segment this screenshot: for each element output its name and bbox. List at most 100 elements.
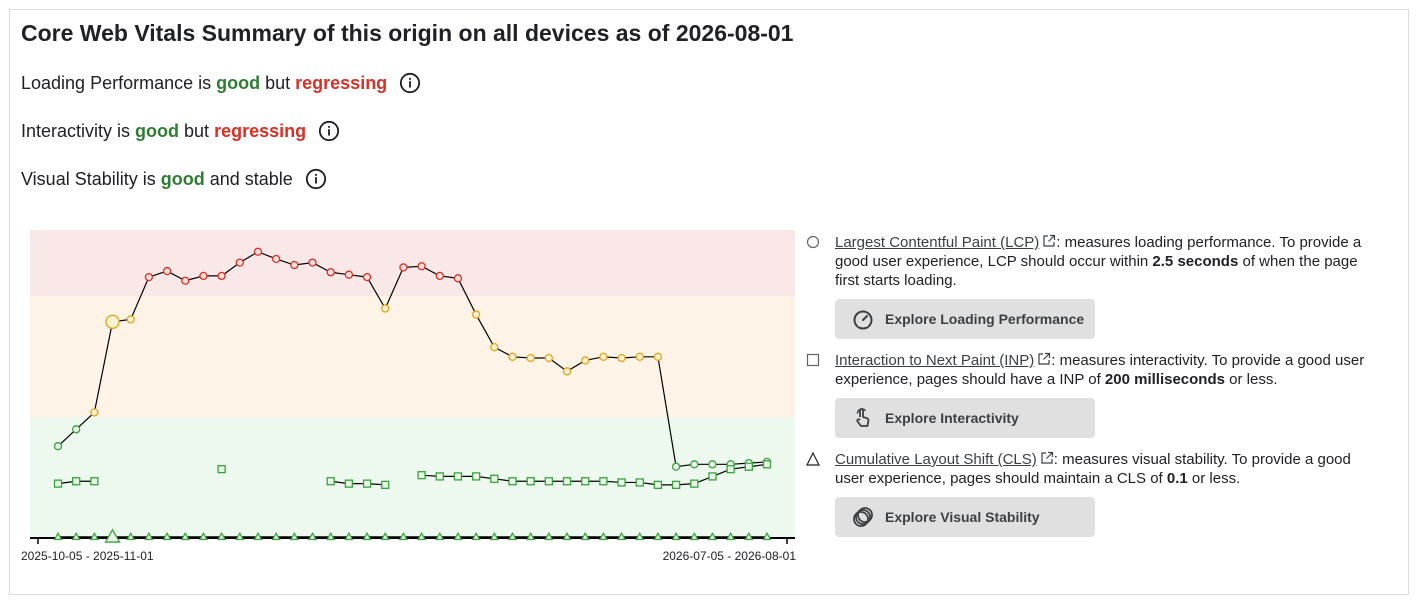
- cls-link[interactable]: Cumulative Layout Shift (CLS): [835, 451, 1037, 468]
- inp-point: [490, 474, 499, 483]
- cls-point: [71, 531, 81, 541]
- status-interactivity: Interactivity is good but regressing: [21, 120, 340, 142]
- inp-point: [217, 465, 226, 474]
- cls-point: [416, 531, 427, 541]
- inp-point: [508, 477, 517, 486]
- legend-text: Cumulative Layout Shift (CLS): measures …: [835, 450, 1380, 488]
- legend-desc-end: of when the page first starts loading.: [835, 253, 1358, 289]
- cls-point: [235, 531, 245, 541]
- lcp-point: [690, 460, 699, 469]
- page-title: Core Web Vitals Summary of this origin o…: [21, 20, 794, 46]
- lcp-point: [508, 352, 517, 361]
- inp-point: [744, 462, 753, 471]
- legend-desc-end: or less.: [1187, 470, 1241, 487]
- cls-point: [689, 531, 699, 541]
- lcp-point: [144, 272, 154, 282]
- lcp-point: [235, 258, 244, 267]
- inp-point: [690, 479, 699, 488]
- cwv-trend-chart: 2025-10-05 - 2025-11-01 2026-07-05 - 2026…: [21, 230, 797, 563]
- inp-point: [362, 479, 372, 488]
- cls-point: [707, 531, 718, 541]
- explore-visual-stability-button[interactable]: Explore Visual Stability: [835, 497, 1095, 537]
- lcp-point: [199, 271, 208, 281]
- cls-point: [653, 531, 663, 541]
- legend-text: Largest Contentful Paint (LCP): measures…: [835, 233, 1380, 290]
- lcp-point: [562, 367, 572, 376]
- inp-point: [726, 465, 735, 474]
- status-trend: regressing: [214, 120, 307, 141]
- cls-point: [180, 531, 190, 541]
- cls-point: [104, 528, 121, 543]
- status-loading: Loading Performance is good but regressi…: [21, 72, 421, 94]
- info-icon[interactable]: [305, 168, 327, 190]
- cls-point: [635, 531, 645, 541]
- lcp-point: [217, 271, 226, 281]
- lcp-point: [599, 352, 608, 361]
- cls-point: [398, 531, 409, 541]
- lcp-point: [635, 352, 644, 361]
- status-good: good: [216, 72, 261, 93]
- inp-point: [617, 478, 626, 487]
- button-label: Explore Interactivity: [885, 410, 1019, 426]
- lcp-point: [162, 266, 172, 276]
- external-link-icon: [1038, 352, 1051, 365]
- inp-point: [671, 480, 681, 490]
- speedometer-icon: [853, 310, 873, 330]
- inp-point: [417, 471, 426, 480]
- lcp-point: [526, 353, 535, 363]
- legend-desc-end: or less.: [1224, 371, 1278, 388]
- inp-point: [581, 477, 590, 486]
- cls-point: [89, 531, 99, 541]
- legend-desc: : measures interactivity. To provide a g…: [835, 352, 1365, 388]
- button-label: Explore Visual Stability: [885, 509, 1040, 525]
- lcp-point: [544, 353, 553, 363]
- lcp-point: [90, 408, 99, 417]
- status-is: is: [112, 120, 136, 141]
- explore-interactivity-button[interactable]: Explore Interactivity: [835, 398, 1095, 438]
- cls-point: [362, 531, 372, 541]
- lcp-point: [362, 272, 372, 282]
- inp-point: [90, 477, 99, 486]
- lcp-point: [653, 352, 663, 361]
- x-tick-label: 2026-07-05 - 2026-08-01: [663, 549, 797, 563]
- info-icon[interactable]: [318, 120, 340, 142]
- cls-point: [307, 531, 318, 541]
- cls-point: [671, 531, 681, 541]
- inp-point: [653, 480, 663, 490]
- cls-point: [53, 531, 63, 541]
- cls-point: [126, 531, 136, 541]
- inp-point: [599, 477, 608, 486]
- cls-point: [289, 531, 299, 541]
- status-is: is: [193, 72, 217, 93]
- legend-threshold: 2.5 seconds: [1152, 253, 1239, 270]
- inp-link[interactable]: Interaction to Next Paint (INP): [835, 352, 1035, 369]
- lcp-point: [471, 310, 481, 319]
- status-metric: Interactivity: [21, 120, 113, 141]
- status-but: but: [260, 72, 296, 93]
- inp-point: [53, 479, 63, 488]
- lcp-link[interactable]: Largest Contentful Paint (LCP): [835, 234, 1040, 251]
- cls-point: [507, 531, 518, 541]
- inp-point: [635, 478, 644, 487]
- cls-point: [271, 531, 281, 541]
- lcp-point: [126, 315, 135, 324]
- inp-point: [544, 477, 553, 486]
- cls-point: [326, 531, 336, 541]
- lcp-point: [308, 258, 317, 267]
- lcp-point: [708, 460, 717, 469]
- status-but: but: [179, 120, 215, 141]
- cls-point: [380, 531, 390, 541]
- info-icon[interactable]: [399, 72, 421, 94]
- lcp-point: [290, 260, 299, 270]
- lcp-point: [344, 270, 354, 279]
- status-metric: Visual Stability: [21, 168, 138, 189]
- cls-point: [198, 531, 209, 541]
- legend-lcp: Largest Contentful Paint (LCP): measures…: [805, 233, 1380, 290]
- legend-inp: Interaction to Next Paint (INP): measure…: [805, 351, 1380, 389]
- cls-point: [253, 531, 263, 541]
- inp-point: [381, 480, 390, 490]
- status-good: good: [160, 168, 205, 189]
- cls-point: [562, 531, 572, 541]
- lcp-point: [399, 263, 408, 272]
- explore-loading-button[interactable]: Explore Loading Performance: [835, 299, 1095, 339]
